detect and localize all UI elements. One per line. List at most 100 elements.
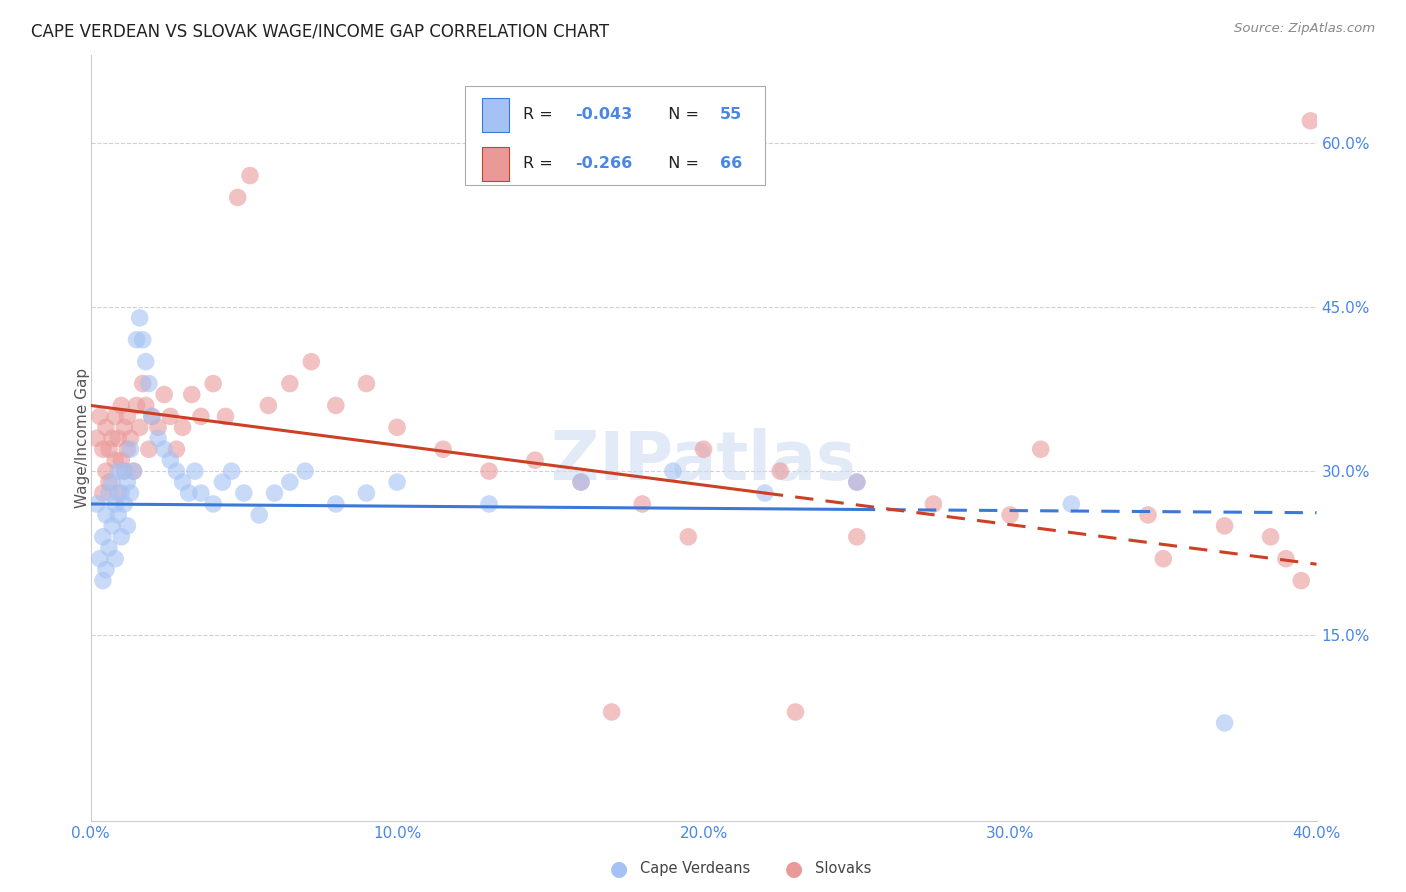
Text: 66: 66 [720,156,742,171]
Point [190,486,212,500]
Point [110,453,132,467]
Point [104,453,127,467]
Point [385,420,408,434]
Point [86,431,108,445]
Point [478,464,501,478]
Point [101,519,124,533]
FancyBboxPatch shape [464,86,765,186]
Point [122,464,145,478]
Point [922,497,945,511]
Point [662,464,685,478]
Point [104,497,127,511]
Point [94,508,117,522]
Point [600,705,623,719]
Point [356,376,378,391]
Point [91,574,114,588]
Text: R =: R = [523,156,558,171]
Point [478,497,501,511]
Point [110,530,132,544]
Text: CAPE VERDEAN VS SLOVAK WAGE/INCOME GAP CORRELATION CHART: CAPE VERDEAN VS SLOVAK WAGE/INCOME GAP C… [31,22,609,40]
Point [122,464,145,478]
Point [120,442,142,457]
Point [1260,530,1282,544]
Point [117,409,139,424]
Point [89,409,111,424]
Point [1136,508,1159,522]
Point [125,333,148,347]
Text: ●: ● [610,859,627,879]
Text: N =: N = [658,156,704,171]
Point [692,442,714,457]
Point [138,376,160,391]
Point [1213,715,1236,730]
Point [263,486,285,500]
Point [112,464,135,478]
Point [569,475,592,489]
Point [177,486,200,500]
Point [165,442,187,457]
Point [120,431,142,445]
Point [325,399,347,413]
Point [785,705,807,719]
Point [153,387,176,401]
Point [385,475,408,489]
Point [172,420,194,434]
Text: -0.266: -0.266 [575,156,633,171]
Point [125,399,148,413]
Point [325,497,347,511]
Point [120,486,142,500]
Text: ●: ● [786,859,803,879]
Point [132,333,155,347]
Text: N =: N = [658,107,704,122]
Text: Slovaks: Slovaks [815,862,872,876]
Point [135,354,157,368]
Point [107,431,129,445]
Point [117,519,139,533]
Point [1299,113,1322,128]
FancyBboxPatch shape [482,97,509,132]
Point [278,475,301,489]
Point [754,486,776,500]
Point [107,464,129,478]
Point [135,399,157,413]
Point [239,169,262,183]
Text: Source: ZipAtlas.com: Source: ZipAtlas.com [1234,22,1375,36]
FancyBboxPatch shape [482,146,509,181]
Point [128,420,150,434]
Point [117,442,139,457]
Point [104,409,127,424]
Point [91,486,114,500]
Point [294,464,316,478]
Point [89,551,111,566]
Point [110,486,132,500]
Point [107,508,129,522]
Point [159,409,181,424]
Text: ZIPatlas: ZIPatlas [551,428,856,494]
Point [845,530,868,544]
Point [101,431,124,445]
Point [1029,442,1052,457]
Point [678,530,700,544]
Point [769,464,792,478]
Text: Cape Verdeans: Cape Verdeans [640,862,749,876]
Point [172,475,194,489]
Point [631,497,654,511]
Point [1289,574,1312,588]
Point [998,508,1021,522]
Point [845,475,868,489]
Point [257,399,280,413]
Point [98,486,121,500]
Point [180,387,202,401]
Point [1152,551,1174,566]
Point [112,497,135,511]
Point [94,563,117,577]
Point [202,497,225,511]
Point [112,464,135,478]
Point [94,420,117,434]
Point [278,376,301,391]
Point [1060,497,1083,511]
Point [247,508,270,522]
Text: -0.043: -0.043 [575,107,633,122]
Point [112,420,135,434]
Point [232,486,254,500]
